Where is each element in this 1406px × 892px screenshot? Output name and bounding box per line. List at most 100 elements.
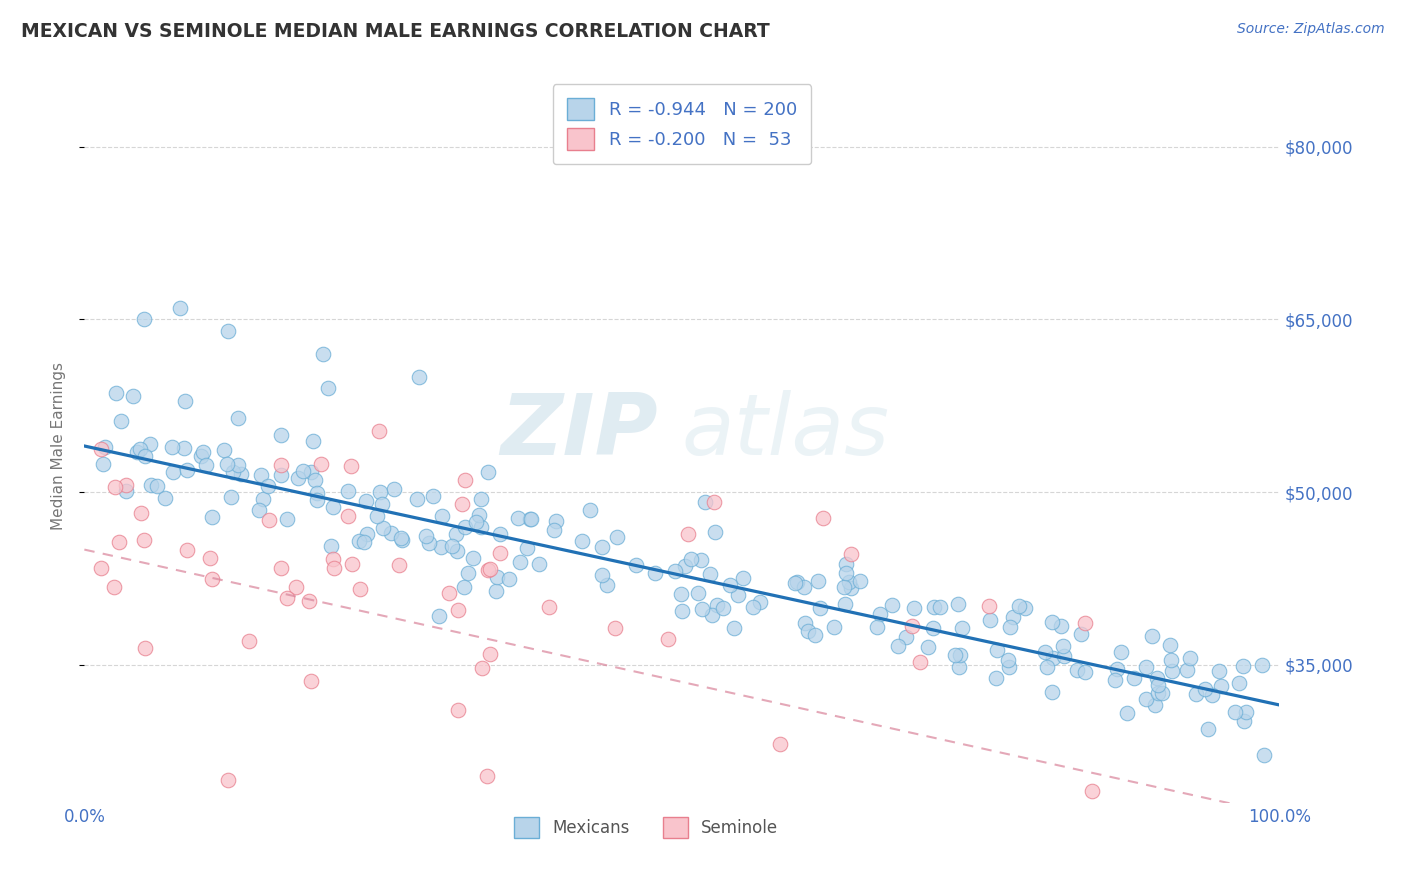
Point [195, 458, 218, 473]
Point [312, 347, 335, 361]
Point [408, 370, 430, 384]
Point [908, 655, 931, 669]
Point [160, 440, 183, 454]
Point [415, 529, 437, 543]
Point [298, 594, 321, 608]
Point [591, 540, 613, 554]
Point [894, 630, 917, 644]
Point [796, 624, 818, 638]
Point [950, 621, 973, 635]
Point [838, 575, 860, 590]
Point [727, 588, 749, 602]
Point [485, 584, 508, 599]
Point [749, 595, 772, 609]
Point [998, 620, 1021, 634]
Point [1159, 638, 1181, 652]
Point [191, 445, 214, 459]
Point [718, 578, 741, 592]
Point [311, 457, 333, 471]
Point [543, 523, 565, 537]
Point [229, 467, 252, 481]
Point [1143, 698, 1166, 712]
Point [1208, 665, 1230, 679]
Point [519, 512, 541, 526]
Point [1040, 615, 1063, 629]
Point [811, 511, 834, 525]
Point [388, 558, 411, 572]
Point [1211, 679, 1233, 693]
Point [115, 484, 138, 499]
Point [1194, 682, 1216, 697]
Point [256, 479, 278, 493]
Point [141, 478, 163, 492]
Point [793, 580, 815, 594]
Point [986, 642, 1008, 657]
Point [997, 653, 1019, 667]
Point [305, 485, 328, 500]
Point [446, 544, 468, 558]
Point [806, 574, 828, 589]
Point [686, 586, 709, 600]
Point [380, 525, 402, 540]
Point [1253, 748, 1275, 763]
Point [132, 533, 155, 548]
Point [479, 648, 502, 662]
Point [917, 640, 939, 654]
Point [706, 598, 728, 612]
Point [1042, 684, 1064, 698]
Point [943, 648, 966, 663]
Point [1223, 706, 1246, 720]
Point [1233, 714, 1256, 728]
Point [606, 530, 628, 544]
Point [1135, 691, 1157, 706]
Point [276, 512, 298, 526]
Point [430, 508, 453, 523]
Point [1073, 665, 1095, 679]
Point [571, 534, 593, 549]
Text: atlas: atlas [682, 390, 890, 474]
Point [250, 467, 273, 482]
Point [1146, 678, 1168, 692]
Point [418, 536, 440, 550]
Point [657, 632, 679, 646]
Point [276, 591, 298, 605]
Point [291, 463, 314, 477]
Point [212, 442, 235, 457]
Point [299, 673, 322, 688]
Point [1185, 687, 1208, 701]
Point [804, 628, 827, 642]
Point [921, 621, 943, 635]
Point [489, 526, 512, 541]
Point [1035, 645, 1057, 659]
Point [353, 534, 375, 549]
Point [644, 566, 666, 580]
Point [1109, 645, 1132, 659]
Point [201, 572, 224, 586]
Point [340, 557, 363, 571]
Point [238, 634, 260, 648]
Point [304, 473, 326, 487]
Point [591, 568, 613, 582]
Point [368, 485, 391, 500]
Point [1227, 675, 1250, 690]
Point [173, 394, 195, 409]
Point [270, 458, 292, 472]
Point [219, 490, 242, 504]
Point [467, 508, 489, 522]
Point [690, 602, 713, 616]
Point [439, 586, 461, 600]
Point [305, 493, 328, 508]
Point [1160, 653, 1182, 667]
Point [986, 671, 1008, 685]
Point [222, 465, 245, 479]
Point [1232, 659, 1254, 673]
Point [711, 601, 734, 615]
Point [422, 489, 444, 503]
Point [477, 465, 499, 479]
Point [1053, 649, 1076, 664]
Point [742, 600, 765, 615]
Point [1147, 686, 1170, 700]
Text: ZIP: ZIP [501, 390, 658, 474]
Point [270, 560, 292, 574]
Point [104, 385, 127, 400]
